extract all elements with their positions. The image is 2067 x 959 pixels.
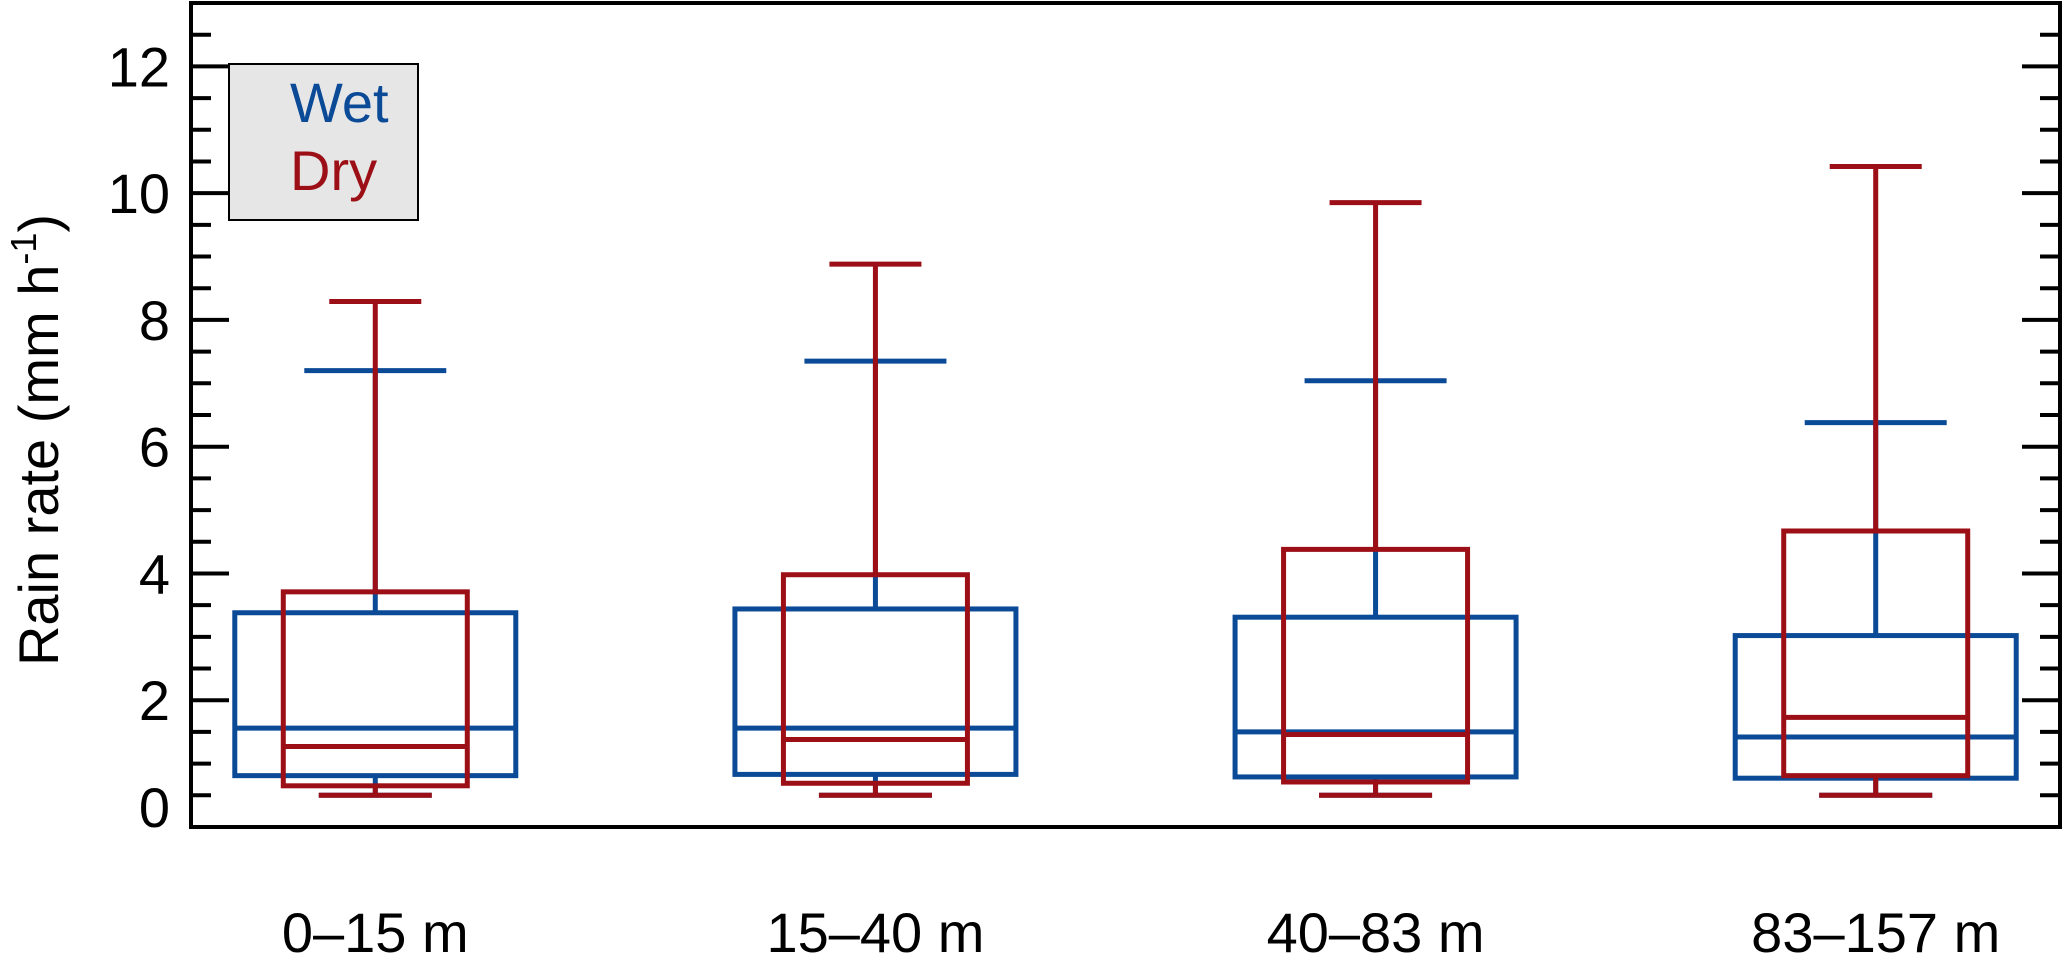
y-tick-label: 8: [139, 289, 170, 352]
iqr-box: [1232, 614, 1519, 780]
legend-box: [228, 63, 419, 221]
iqr-box: [1781, 528, 1971, 779]
y-tick-label: 2: [139, 669, 170, 732]
box-dry: [1281, 200, 1471, 798]
legend-entry-dry: Dry: [290, 139, 377, 202]
box-dry: [780, 261, 970, 798]
y-tick-label: 6: [139, 416, 170, 479]
x-tick-label: 83–157 m: [1751, 901, 2000, 959]
plot-marks: [232, 164, 2019, 798]
y-tick-label: 10: [108, 162, 170, 225]
legend-entry-wet: Wet: [290, 71, 389, 134]
x-axis: 0–15 m 15–40 m 40–83 m 83–157 m: [282, 901, 2000, 959]
box-dry: [1781, 164, 1971, 798]
iqr-box: [732, 606, 1019, 777]
y-tick-label: 12: [108, 35, 170, 98]
iqr-box: [780, 572, 970, 786]
iqr-box: [1732, 633, 2019, 781]
y-tick-label: 0: [139, 776, 170, 839]
y-axis: 0 2 4 6 8 10 12: [108, 1, 2060, 839]
x-tick-label: 0–15 m: [282, 901, 469, 959]
plot-frame: [189, 1, 2062, 829]
iqr-box: [280, 589, 470, 789]
x-tick-label: 15–40 m: [766, 901, 984, 959]
iqr-box: [232, 610, 519, 779]
y-axis-label: Rain rate (mm h-1): [3, 214, 70, 666]
y-tick-label: 4: [139, 542, 170, 605]
legend: Wet Dry: [228, 63, 419, 221]
box-dry: [280, 299, 470, 798]
iqr-box: [1281, 546, 1471, 785]
x-tick-label: 40–83 m: [1267, 901, 1485, 959]
